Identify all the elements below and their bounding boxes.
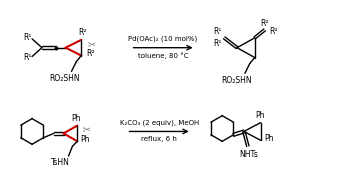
Text: TsHN: TsHN xyxy=(51,159,70,167)
Text: Ph: Ph xyxy=(264,134,273,143)
Text: ✂: ✂ xyxy=(88,40,96,50)
Text: R¹: R¹ xyxy=(213,39,221,48)
Text: R²: R² xyxy=(260,19,269,28)
Text: K₂CO₃ (2 equiv), MeOH: K₂CO₃ (2 equiv), MeOH xyxy=(120,119,199,126)
Text: R²: R² xyxy=(78,28,87,37)
Text: R¹: R¹ xyxy=(23,53,31,62)
Text: Ph: Ph xyxy=(81,135,90,144)
Text: R¹: R¹ xyxy=(23,33,31,42)
Text: reflux, 6 h: reflux, 6 h xyxy=(141,136,177,142)
Text: R²: R² xyxy=(269,27,278,36)
Text: R¹: R¹ xyxy=(213,27,221,36)
Text: ✂: ✂ xyxy=(82,125,90,135)
Text: R²: R² xyxy=(86,49,95,58)
Text: Ph: Ph xyxy=(255,111,265,120)
Text: RO₂SHN: RO₂SHN xyxy=(222,76,252,85)
Text: RO₂SHN: RO₂SHN xyxy=(49,74,80,83)
Text: Pd(OAc)₂ (10 mol%): Pd(OAc)₂ (10 mol%) xyxy=(129,36,198,42)
Text: NHTs: NHTs xyxy=(239,150,258,159)
Text: toluene, 80 °C: toluene, 80 °C xyxy=(138,52,188,59)
Text: Ph: Ph xyxy=(72,114,81,123)
